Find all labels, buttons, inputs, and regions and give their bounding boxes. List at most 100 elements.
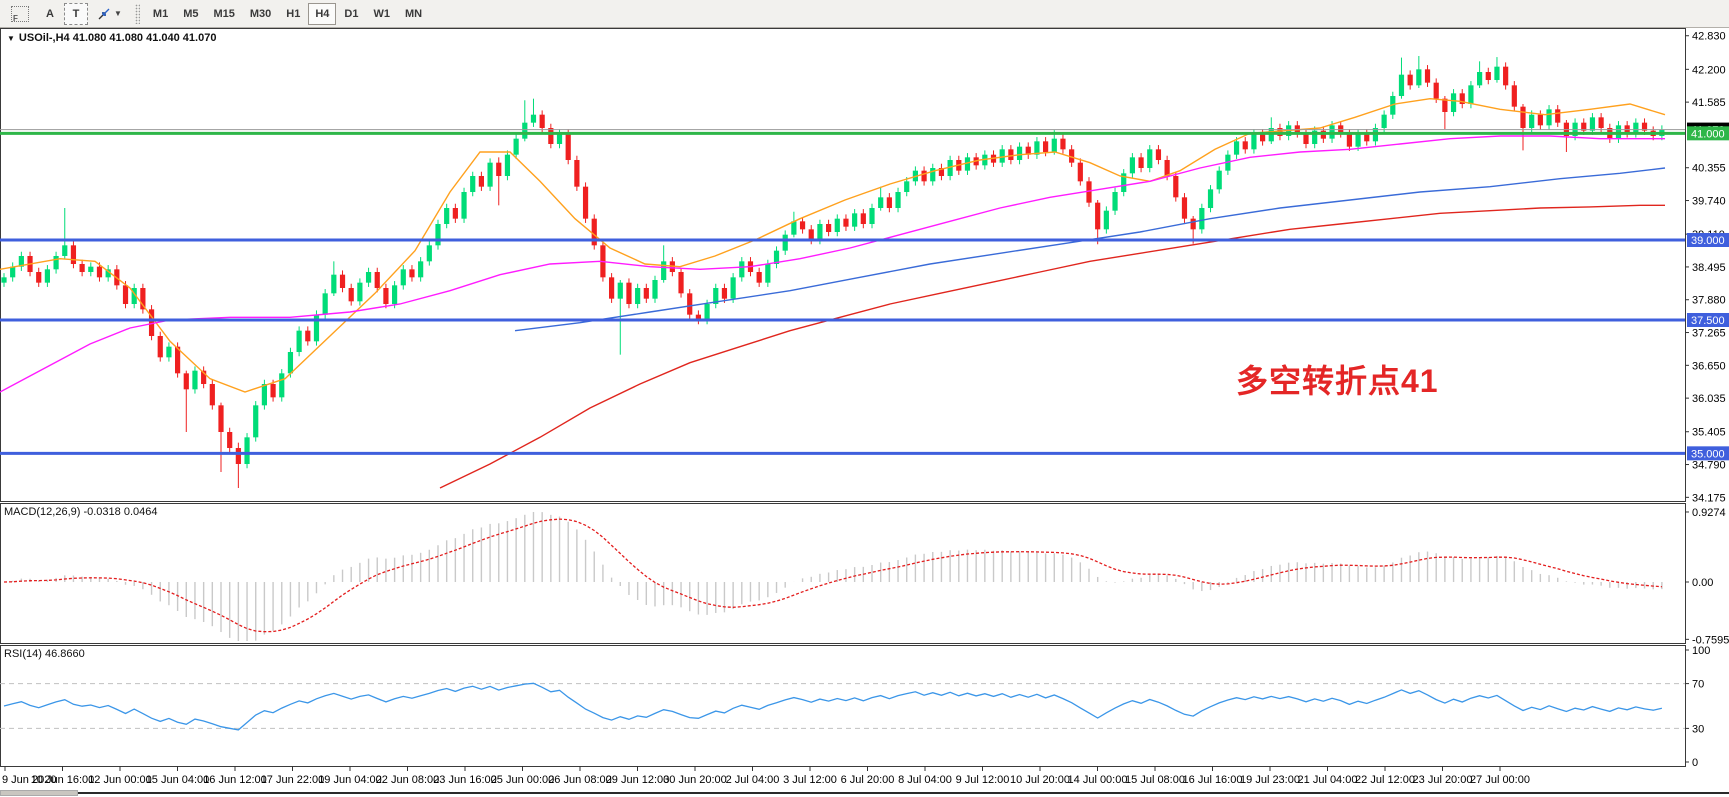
candle-body	[1181, 197, 1188, 219]
candle-body	[1173, 176, 1179, 198]
candle-body	[1095, 202, 1101, 230]
font-tool-button[interactable]: A	[46, 7, 54, 20]
candle-body	[1129, 157, 1135, 174]
timeframe-button-m15[interactable]: M15	[213, 7, 235, 20]
candle-body	[1207, 189, 1214, 208]
price-level-badge-label: 37.500	[1691, 315, 1725, 327]
candle-body	[574, 160, 580, 187]
ma-slow-blue-line	[514, 167, 1666, 332]
candle-body	[556, 133, 563, 144]
candle-body	[773, 250, 780, 264]
timeframe-button-mn[interactable]: MN	[404, 7, 423, 20]
candle-body	[444, 208, 450, 224]
candle-body	[1355, 133, 1361, 147]
horizontal-scrollbar[interactable]	[0, 789, 1729, 797]
candle-body	[617, 282, 623, 299]
symbol-dropdown-icon[interactable]: ▼	[7, 34, 15, 43]
main-chart-pane[interactable]	[0, 28, 1686, 502]
price-axis-tick-label: 42.830	[1692, 31, 1726, 43]
candle-body	[357, 282, 363, 302]
candle-body	[791, 221, 797, 235]
timeframe-button-h4[interactable]: H4	[308, 2, 337, 25]
timeframe-button-w1[interactable]: W1	[373, 7, 390, 20]
time-axis-label: 8 Jul 04:00	[898, 774, 952, 786]
candle-body	[1233, 141, 1240, 155]
toolbar-drag-handle[interactable]	[134, 3, 140, 24]
candle-body	[1164, 160, 1170, 176]
timeframe-button-m1[interactable]: M1	[152, 7, 169, 20]
candle-body	[504, 154, 511, 176]
time-axis-label: 25 Jun 00:00	[491, 774, 555, 786]
candle-body	[1494, 66, 1500, 80]
candle-body	[365, 272, 372, 283]
macd-pane[interactable]	[0, 503, 1686, 644]
price-axis-tick-label: 36.650	[1692, 360, 1726, 372]
candle-body	[313, 314, 320, 342]
candle-body	[1121, 173, 1127, 192]
candle-body	[1147, 149, 1153, 168]
arrows-tool-button[interactable]: ▼	[90, 3, 129, 25]
rsi-pane[interactable]	[0, 645, 1686, 767]
timeframe-button-m5[interactable]: M5	[183, 7, 199, 20]
candle-body	[1398, 74, 1405, 96]
candle-body	[122, 285, 129, 304]
candle-body	[105, 269, 111, 278]
candle-body	[808, 229, 814, 240]
time-axis-label: 16 Jul 16:00	[1183, 774, 1243, 786]
candle-body	[782, 234, 788, 251]
candle-body	[756, 272, 762, 283]
candle-body	[253, 405, 259, 438]
candle-body	[322, 293, 328, 315]
time-axis-label: 15 Jun 04:00	[146, 774, 210, 786]
candle-body	[799, 221, 806, 230]
candle-body	[1260, 133, 1266, 142]
price-axis-tick-label: 41.585	[1692, 97, 1726, 109]
candle-body	[1051, 138, 1057, 152]
candle-body	[678, 272, 684, 294]
dotted-frame-letter: F	[13, 13, 18, 23]
ma-slowest-red-line	[439, 204, 1665, 489]
candle-body	[183, 373, 189, 390]
candle-body	[530, 114, 537, 123]
timeframe-button-h1[interactable]: H1	[286, 7, 301, 20]
dotted-frame-button[interactable]: F	[4, 3, 36, 25]
price-axis-tick-label: 36.035	[1692, 393, 1726, 405]
candle-body	[1069, 149, 1075, 163]
candle-body	[209, 384, 215, 406]
symbol-label: ▼ USOil-,H4 41.080 41.080 41.040 41.070	[7, 32, 216, 44]
candle-body	[834, 218, 840, 232]
time-axis-label: 15 Jul 08:00	[1125, 774, 1185, 786]
macd-signal-line	[3, 518, 1662, 633]
price-axis-tick-label: 35.405	[1692, 427, 1726, 439]
candle-body	[218, 405, 224, 432]
candle-body	[418, 261, 424, 278]
candle-body	[548, 128, 554, 144]
candle-body	[713, 288, 719, 304]
candle-body	[1503, 66, 1509, 86]
time-axis-label: 19 Jun 04:00	[318, 774, 382, 786]
time-axis-label: 2 Jul 04:00	[726, 774, 780, 786]
time-axis-label: 30 Jun 20:00	[663, 774, 727, 786]
candle-body	[947, 160, 953, 176]
timeframe-button-m30[interactable]: M30	[249, 7, 272, 20]
time-axis-label: 22 Jul 12:00	[1355, 774, 1415, 786]
candle-body	[513, 138, 519, 155]
candle-body	[1442, 98, 1448, 112]
candle-body	[36, 272, 42, 283]
candle-body	[201, 370, 207, 384]
scrollbar-track-line	[78, 792, 1729, 794]
candle-body	[10, 266, 16, 278]
timeframe-button-d1[interactable]: D1	[344, 7, 359, 20]
time-axis-label: 23 Jul 20:00	[1413, 774, 1473, 786]
candle-body	[1242, 141, 1248, 150]
text-tool-button[interactable]: T	[64, 2, 88, 25]
scrollbar-thumb[interactable]	[0, 790, 78, 796]
time-axis-label: 9 Jun 2020	[2, 774, 56, 786]
rsi-axis-tick-label: 30	[1692, 723, 1704, 735]
candle-body	[1112, 192, 1118, 211]
candle-body	[1468, 85, 1474, 104]
candle-body	[1581, 122, 1587, 131]
candle-body	[1589, 117, 1596, 131]
